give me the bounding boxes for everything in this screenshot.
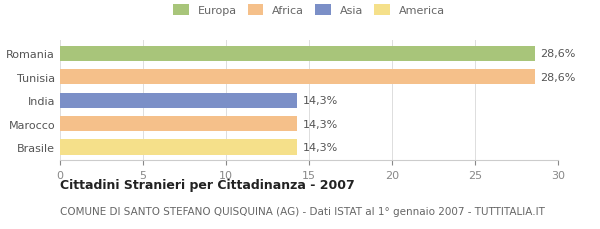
Text: 14,3%: 14,3%	[302, 96, 338, 106]
Legend: Europa, Africa, Asia, America: Europa, Africa, Asia, America	[170, 2, 448, 19]
Text: 28,6%: 28,6%	[540, 49, 575, 59]
Bar	[60, 47, 535, 62]
Bar	[60, 70, 535, 85]
Text: 14,3%: 14,3%	[302, 119, 338, 129]
Bar	[60, 93, 298, 108]
Bar	[60, 140, 298, 155]
Text: 28,6%: 28,6%	[540, 73, 575, 82]
Text: Cittadini Stranieri per Cittadinanza - 2007: Cittadini Stranieri per Cittadinanza - 2…	[60, 179, 355, 192]
Text: 14,3%: 14,3%	[302, 142, 338, 152]
Bar	[60, 117, 298, 132]
Text: COMUNE DI SANTO STEFANO QUISQUINA (AG) - Dati ISTAT al 1° gennaio 2007 - TUTTITA: COMUNE DI SANTO STEFANO QUISQUINA (AG) -…	[60, 206, 545, 216]
